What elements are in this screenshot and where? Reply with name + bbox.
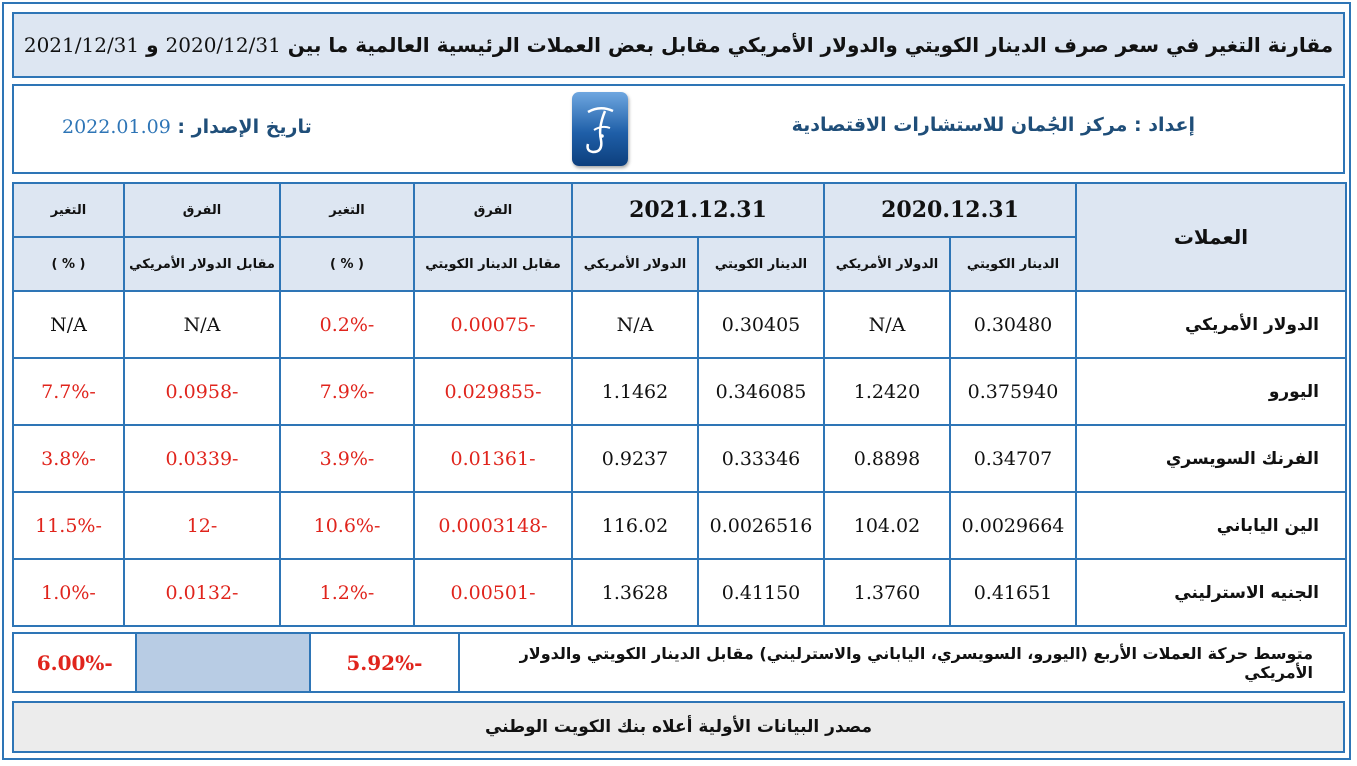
average-diff-usd-empty — [135, 632, 311, 693]
change-usd: N/A — [12, 290, 125, 359]
kwd-2021: 0.30405 — [697, 290, 825, 359]
currency-name: الفرنك السويسري — [1075, 424, 1347, 493]
aljuman-logo-icon — [572, 92, 628, 166]
header-kwd-2021: الدينار الكويتي — [697, 236, 825, 292]
table-row: الين الياباني 0.0029664 104.02 0.0026516… — [12, 491, 1347, 560]
source-text: مصدر البيانات الأولية أعلاه بنك الكويت ا… — [484, 717, 873, 737]
table-row: الفرنك السويسري 0.34707 0.8898 0.33346 0… — [12, 424, 1347, 493]
diff-kwd: -0.00075 — [413, 290, 573, 359]
diff-usd: -0.0958 — [123, 357, 281, 426]
header-change-usd: التغير — [12, 182, 125, 238]
kwd-2020: 0.0029664 — [949, 491, 1077, 560]
change-usd: -11.5% — [12, 491, 125, 560]
change-usd: -1.0% — [12, 558, 125, 627]
prepared-by: إعداد : مركز الجُمان للاستشارات الاقتصاد… — [792, 114, 1195, 136]
issue-date: 2022.01.09 — [62, 116, 171, 138]
change-kwd: -7.9% — [279, 357, 415, 426]
diff-kwd: -0.00501 — [413, 558, 573, 627]
kwd-2021: 0.346085 — [697, 357, 825, 426]
header-vs-usd: مقابل الدولار الأمريكي — [123, 236, 281, 292]
table-row: الجنيه الاسترليني 0.41651 1.3760 0.41150… — [12, 558, 1347, 627]
usd-2021: 1.1462 — [571, 357, 699, 426]
header-currencies: العملات — [1075, 182, 1347, 292]
diff-usd: -0.0339 — [123, 424, 281, 493]
kwd-2020: 0.375940 — [949, 357, 1077, 426]
change-kwd: -0.2% — [279, 290, 415, 359]
diff-kwd: -0.01361 — [413, 424, 573, 493]
header-diff-usd: الفرق — [123, 182, 281, 238]
average-row: متوسط حركة العملات الأربع (اليورو، السوي… — [11, 632, 1346, 693]
diff-usd: -12 — [123, 491, 281, 560]
currency-name: اليورو — [1075, 357, 1347, 426]
title-text: مقارنة التغير في سعر صرف الدينار الكويتي… — [287, 33, 1334, 57]
prepared-separator: : — [1127, 114, 1142, 136]
currency-name: الجنيه الاسترليني — [1075, 558, 1347, 627]
usd-2020: N/A — [823, 290, 951, 359]
change-kwd: -10.6% — [279, 491, 415, 560]
kwd-2020: 0.41651 — [949, 558, 1077, 627]
report-title: مقارنة التغير في سعر صرف الدينار الكويتي… — [12, 12, 1345, 78]
header-date-2021: 2021.12.31 — [571, 182, 825, 238]
usd-2020: 104.02 — [823, 491, 951, 560]
header-pct-kwd: ( % ) — [279, 236, 415, 292]
header-vs-kwd: مقابل الدينار الكويتي — [413, 236, 573, 292]
header-date-2020: 2020.12.31 — [823, 182, 1077, 238]
header-kwd-2020: الدينار الكويتي — [949, 236, 1077, 292]
diff-usd: N/A — [123, 290, 281, 359]
currency-table: العملات 2020.12.31 2021.12.31 الفرق التغ… — [12, 182, 1347, 627]
prepared-org: مركز الجُمان للاستشارات الاقتصادية — [791, 114, 1128, 136]
usd-2021: N/A — [571, 290, 699, 359]
issue-label: تاريخ الإصدار — [191, 116, 312, 138]
usd-2021: 1.3628 — [571, 558, 699, 627]
diff-usd: -0.0132 — [123, 558, 281, 627]
table-row: الدولار الأمريكي 0.30480 N/A 0.30405 N/A… — [12, 290, 1347, 359]
table-row: اليورو 0.375940 1.2420 0.346085 1.1462 -… — [12, 357, 1347, 426]
average-label: متوسط حركة العملات الأربع (اليورو، السوي… — [457, 632, 1346, 693]
usd-2020: 1.3760 — [823, 558, 951, 627]
info-bar: إعداد : مركز الجُمان للاستشارات الاقتصاد… — [12, 84, 1345, 174]
usd-2021: 0.9237 — [571, 424, 699, 493]
title-date-from: 2020/12/31 — [165, 33, 281, 57]
prepared-label: إعداد — [1148, 114, 1195, 136]
title-date-to: 2021/12/31 — [23, 33, 140, 57]
kwd-2021: 0.33346 — [697, 424, 825, 493]
issue-date-block: تاريخ الإصدار : 2022.01.09 — [62, 116, 312, 138]
header-change-kwd: التغير — [279, 182, 415, 238]
header-usd-2021: الدولار الأمريكي — [571, 236, 699, 292]
kwd-2020: 0.34707 — [949, 424, 1077, 493]
kwd-2020: 0.30480 — [949, 290, 1077, 359]
change-usd: -3.8% — [12, 424, 125, 493]
average-change-usd: -6.00% — [11, 632, 138, 693]
source-note: مصدر البيانات الأولية أعلاه بنك الكويت ا… — [12, 701, 1345, 753]
title-connector: و — [146, 33, 159, 57]
header-diff-kwd: الفرق — [413, 182, 573, 238]
currency-name: الين الياباني — [1075, 491, 1347, 560]
issue-separator: : — [170, 116, 186, 138]
usd-2021: 116.02 — [571, 491, 699, 560]
header-usd-2020: الدولار الأمريكي — [823, 236, 951, 292]
kwd-2021: 0.0026516 — [697, 491, 825, 560]
change-kwd: -1.2% — [279, 558, 415, 627]
kwd-2021: 0.41150 — [697, 558, 825, 627]
change-kwd: -3.9% — [279, 424, 415, 493]
usd-2020: 1.2420 — [823, 357, 951, 426]
header-pct-usd: ( % ) — [12, 236, 125, 292]
change-usd: -7.7% — [12, 357, 125, 426]
average-change-kwd: -5.92% — [308, 632, 460, 693]
diff-kwd: -0.029855 — [413, 357, 573, 426]
usd-2020: 0.8898 — [823, 424, 951, 493]
diff-kwd: -0.0003148 — [413, 491, 573, 560]
currency-name: الدولار الأمريكي — [1075, 290, 1347, 359]
